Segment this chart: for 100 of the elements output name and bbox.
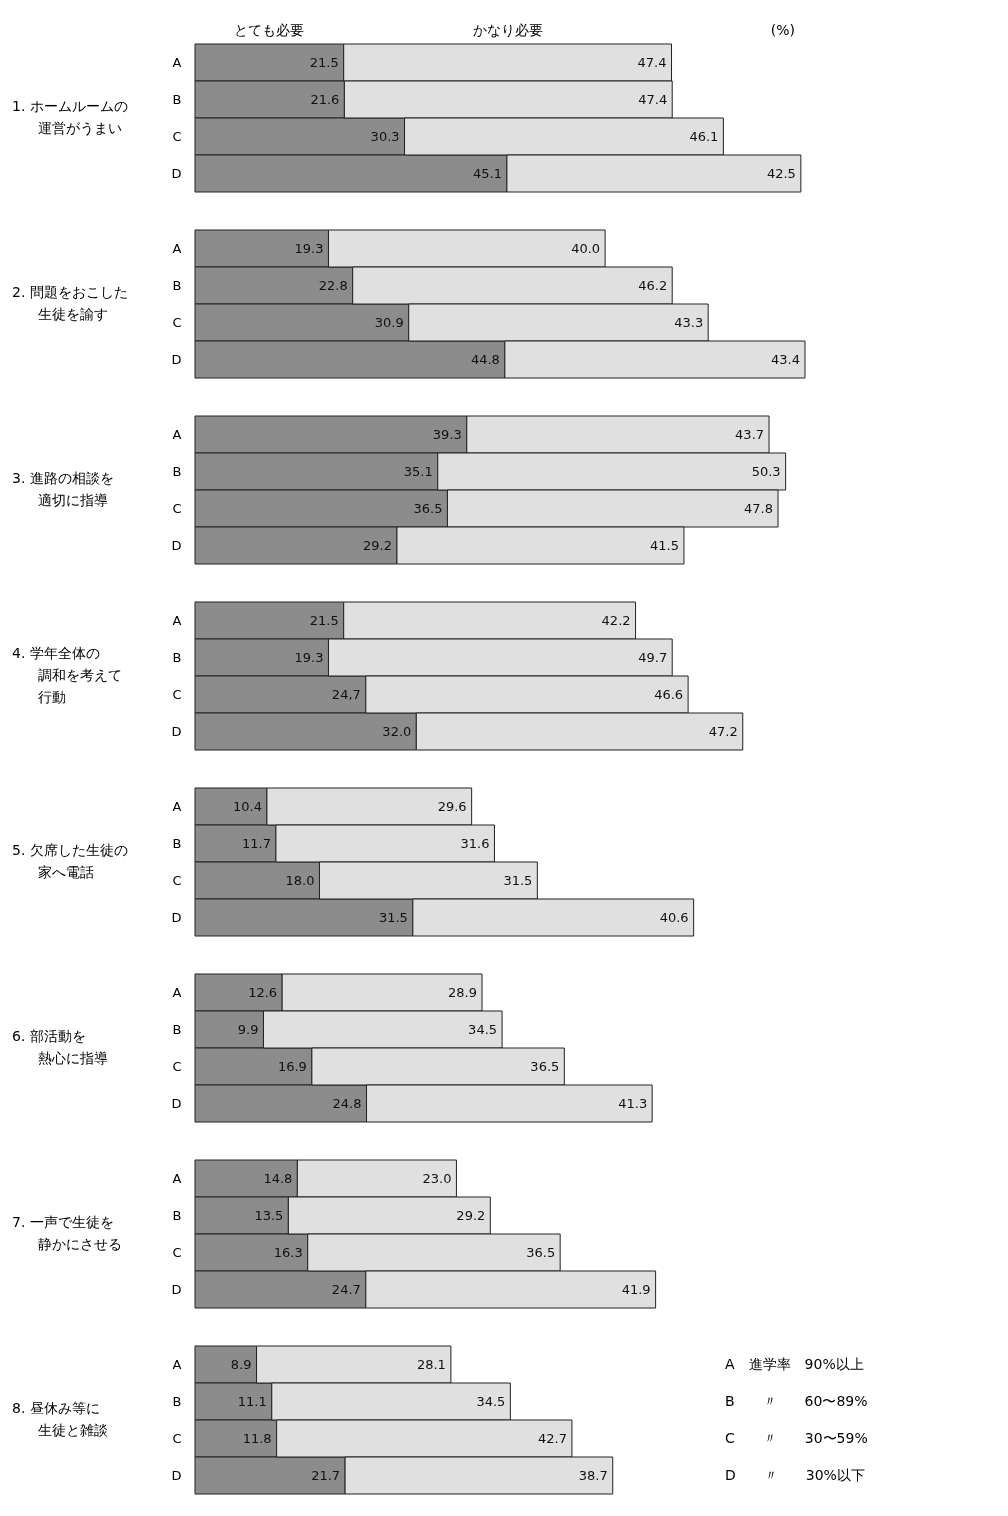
y-tick-label: D [171, 1467, 182, 1483]
data-label: 46.2 [638, 277, 668, 293]
data-label: 24,7 [331, 686, 361, 702]
data-label: 47.4 [637, 54, 667, 70]
data-label: 8.9 [230, 1356, 252, 1372]
text: 4. 学年全体の [12, 645, 100, 661]
y-tick-label: A [172, 612, 182, 628]
y-tick-label: D [171, 1095, 182, 1111]
data-label: 16.3 [273, 1244, 303, 1260]
y-tick-label: C [172, 686, 182, 702]
y-tick-label: D [171, 723, 182, 739]
text: 生徒と雑談 [38, 1422, 108, 1438]
text: B 〃 60〜89% [725, 1392, 868, 1409]
text: 適切に指導 [38, 492, 108, 508]
data-label: 13.5 [254, 1207, 284, 1223]
data-label: 40.6 [659, 909, 689, 925]
data-label: 24.7 [331, 1281, 361, 1297]
y-tick-label: B [172, 463, 182, 479]
data-label: 22.8 [318, 277, 348, 293]
y-tick-label: D [171, 1281, 182, 1297]
data-label: 14.8 [263, 1170, 293, 1186]
data-label: 21.6 [310, 91, 340, 107]
data-label: 19.3 [294, 240, 324, 256]
text: 調和を考えて [38, 667, 122, 683]
data-label: 11.8 [242, 1430, 272, 1446]
text: 2. 問題をおこした [12, 284, 128, 300]
y-tick-label: B [172, 649, 182, 665]
data-label: 31.6 [460, 835, 490, 851]
data-label: 44.8 [470, 351, 500, 367]
data-label: 46.6 [654, 686, 684, 702]
data-label: 21.5 [309, 54, 339, 70]
y-tick-label: B [172, 277, 182, 293]
y-tick-label: A [172, 1356, 182, 1372]
data-label: 42.2 [601, 612, 631, 628]
text: 行動 [38, 689, 66, 705]
data-label: 45.1 [472, 165, 502, 181]
data-label: 36.5 [413, 500, 443, 516]
data-label: 35.1 [403, 463, 433, 479]
data-label: 41.9 [621, 1281, 651, 1297]
y-tick-label: B [172, 1021, 182, 1037]
data-label: 23.0 [422, 1170, 452, 1186]
y-tick-label: C [172, 1244, 182, 1260]
data-label: 29.2 [456, 1207, 486, 1223]
data-label: 9.9 [237, 1021, 259, 1037]
y-tick-label: A [172, 984, 182, 1000]
data-label: 21.7 [311, 1467, 341, 1483]
series-label: かなり必要 [472, 22, 543, 38]
text: 家へ電話 [38, 864, 94, 880]
data-label: 11.7 [241, 835, 271, 851]
y-tick-label: A [172, 240, 182, 256]
data-label: 21.5 [309, 612, 339, 628]
y-tick-label: B [172, 91, 182, 107]
text: 6. 部活動を [12, 1028, 86, 1044]
data-label: 29.6 [437, 798, 467, 814]
text: A 進学率 90%以上 [725, 1355, 864, 1372]
text: 7. 一声で生徒を [12, 1214, 114, 1230]
text: (%) [770, 22, 795, 38]
data-label: 30.3 [370, 128, 400, 144]
series-label: とても必要 [234, 22, 305, 38]
data-label: 34.5 [476, 1393, 506, 1409]
y-tick-label: C [172, 1430, 182, 1446]
data-label: 32.0 [382, 723, 412, 739]
data-label: 30.9 [374, 314, 404, 330]
data-label: 43.4 [771, 351, 800, 367]
data-label: 29.2 [363, 537, 392, 553]
data-label: 38.7 [578, 1467, 608, 1483]
text: D 〃 30%以下 [725, 1466, 865, 1483]
y-tick-label: C [172, 1058, 182, 1074]
data-label: 24.8 [332, 1095, 362, 1111]
data-label: 47.2 [708, 723, 738, 739]
y-tick-label: B [172, 1393, 182, 1409]
text: 生徒を諭す [38, 306, 108, 322]
data-label: 34.5 [468, 1021, 498, 1037]
data-label: 46.1 [689, 128, 719, 144]
y-tick-label: D [171, 909, 182, 925]
data-label: 43.3 [674, 314, 704, 330]
data-label: 10.4 [232, 798, 262, 814]
data-label: 36.5 [530, 1058, 560, 1074]
y-tick-label: D [171, 537, 182, 553]
y-tick-label: A [172, 1170, 182, 1186]
y-tick-label: B [172, 835, 182, 851]
y-tick-label: D [171, 165, 182, 181]
data-label: 40.0 [571, 240, 601, 256]
y-tick-label: B [172, 1207, 182, 1223]
y-tick-label: C [172, 500, 182, 516]
data-label: 42.7 [537, 1430, 567, 1446]
y-tick-label: C [172, 314, 182, 330]
data-label: 28.1 [416, 1356, 446, 1372]
text: 5. 欠席した生徒の [12, 842, 128, 858]
text: 熱心に指導 [38, 1050, 108, 1066]
data-label: 12.6 [248, 984, 278, 1000]
data-label: 39.3 [432, 426, 462, 442]
data-label: 11.1 [237, 1393, 267, 1409]
data-label: 42.5 [766, 165, 796, 181]
data-label: 43.7 [735, 426, 765, 442]
text: 運営がうまい [38, 120, 122, 136]
data-label: 47.4 [638, 91, 668, 107]
data-label: 50.3 [751, 463, 781, 479]
data-label: 41.5 [650, 537, 679, 553]
data-label: 19.3 [294, 649, 324, 665]
